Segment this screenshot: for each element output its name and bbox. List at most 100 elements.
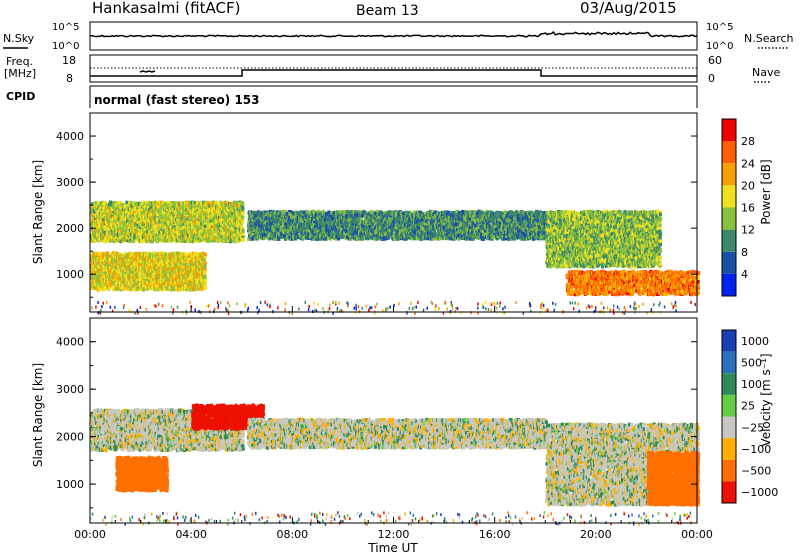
scatter-cell bbox=[97, 301, 99, 304]
scatter-cell bbox=[416, 306, 418, 309]
scatter-cell bbox=[502, 307, 504, 310]
scatter-cell bbox=[496, 307, 498, 310]
noise-left-label: N.Sky bbox=[3, 32, 35, 45]
scatter-cell bbox=[95, 306, 97, 309]
scatter-cell bbox=[413, 306, 415, 309]
scatter-cell bbox=[206, 305, 208, 308]
scatter-cell bbox=[589, 306, 591, 309]
scatter-cell bbox=[158, 303, 160, 306]
scatter-cell bbox=[284, 308, 286, 311]
freq-noise-blip bbox=[140, 71, 155, 72]
scatter-cell bbox=[177, 306, 179, 309]
scatter-cell bbox=[674, 304, 676, 307]
scatter-cell bbox=[155, 305, 157, 308]
scatter-cell bbox=[485, 301, 487, 304]
scatter-cell bbox=[504, 306, 506, 309]
scatter-cell bbox=[375, 305, 377, 308]
scatter-cell bbox=[389, 306, 391, 309]
scatter-cell bbox=[435, 305, 437, 308]
nave-tick-top: 60 bbox=[708, 54, 722, 67]
scatter-cell bbox=[308, 305, 310, 308]
scatter-cell bbox=[387, 307, 389, 310]
scatter-cell bbox=[260, 301, 262, 304]
cpid-value: normal (fast stereo) 153 bbox=[94, 93, 260, 107]
scatter-cell bbox=[140, 306, 142, 309]
scatter-cell bbox=[220, 301, 222, 304]
scatter-cell bbox=[450, 303, 452, 306]
scatter-cell bbox=[114, 306, 116, 309]
scatter-cell bbox=[477, 303, 479, 306]
scatter-cell bbox=[385, 308, 387, 311]
scatter-cell bbox=[410, 302, 412, 305]
scatter-cell bbox=[529, 302, 531, 305]
date-title: 03/Aug/2015 bbox=[580, 0, 677, 17]
scatter-cell bbox=[398, 302, 400, 305]
scatter-cell bbox=[110, 306, 112, 309]
scatter-cell bbox=[227, 301, 229, 304]
scatter-cell bbox=[651, 308, 653, 311]
scatter-cell bbox=[671, 302, 673, 305]
scatter-cell bbox=[494, 302, 496, 305]
scatter-cell bbox=[635, 304, 637, 307]
scatter-cell bbox=[431, 301, 433, 304]
scatter-cell bbox=[338, 302, 340, 305]
scatter-cell bbox=[642, 303, 644, 306]
scatter-cell bbox=[362, 307, 364, 310]
scatter-cell bbox=[123, 306, 125, 309]
scatter-cell bbox=[264, 301, 266, 304]
scatter-cell bbox=[659, 302, 661, 305]
scatter-cell bbox=[427, 307, 429, 310]
noise-left-tick-top: 10^5 bbox=[52, 22, 79, 33]
scatter-cell bbox=[217, 301, 219, 304]
scatter-cell bbox=[154, 304, 156, 307]
scatter-cell bbox=[552, 302, 554, 305]
scatter-cell bbox=[572, 302, 574, 305]
scatter-cell bbox=[653, 303, 655, 306]
scatter-cell bbox=[229, 304, 231, 307]
scatter-cell bbox=[455, 307, 457, 310]
scatter-cell bbox=[477, 307, 479, 310]
scatter-cell bbox=[423, 309, 425, 312]
scatter-cell bbox=[308, 308, 310, 311]
scatter-cell bbox=[543, 304, 545, 307]
scatter-cell bbox=[573, 307, 575, 310]
freq-tick-top: 18 bbox=[62, 54, 76, 67]
freq-trace bbox=[90, 70, 697, 76]
scatter-cell bbox=[101, 305, 103, 308]
nave-tick-bottom: 0 bbox=[708, 72, 715, 85]
scatter-cell bbox=[269, 305, 271, 308]
power-heatmap bbox=[90, 201, 700, 316]
scatter-cell bbox=[577, 302, 579, 305]
scatter-cell bbox=[546, 309, 548, 312]
scatter-cell bbox=[435, 308, 437, 311]
scatter-cell bbox=[695, 303, 697, 306]
station-title: Hankasalmi (fitACF) bbox=[92, 0, 240, 17]
scatter-cell bbox=[603, 306, 605, 309]
scatter-cell bbox=[610, 309, 612, 312]
scatter-cell bbox=[542, 307, 544, 310]
scatter-cell bbox=[137, 309, 139, 312]
scatter-cell bbox=[244, 305, 246, 308]
scatter-cell bbox=[173, 308, 175, 311]
noise-trace-line bbox=[90, 32, 697, 37]
scatter-cell bbox=[298, 308, 300, 311]
scatter-cell bbox=[618, 308, 620, 311]
scatter-cell bbox=[591, 305, 593, 308]
noise-right-tick-bottom: 10^0 bbox=[706, 41, 733, 52]
scatter-cell bbox=[146, 308, 148, 311]
heatmap-cell bbox=[122, 221, 125, 225]
scatter-cell bbox=[195, 309, 197, 312]
scatter-cell bbox=[277, 306, 279, 309]
scatter-cell bbox=[664, 305, 666, 308]
scatter-cell bbox=[613, 309, 615, 312]
freq-tick-bottom: 8 bbox=[66, 72, 73, 85]
scatter-cell bbox=[214, 308, 216, 311]
noise-right-label: N.Search bbox=[744, 32, 794, 45]
scatter-cell bbox=[515, 301, 517, 304]
scatter-cell bbox=[317, 303, 319, 306]
scatter-cell bbox=[356, 304, 358, 307]
scatter-cell bbox=[633, 307, 635, 310]
scatter-cell bbox=[337, 307, 339, 310]
scatter-cell bbox=[227, 309, 229, 312]
scatter-cell bbox=[554, 309, 556, 312]
